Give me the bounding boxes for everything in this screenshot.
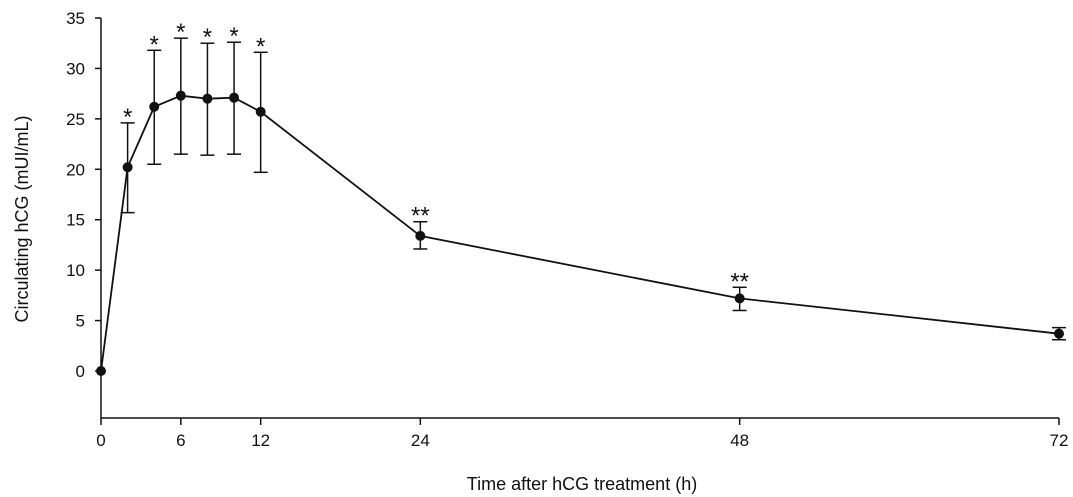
y-tick-label: 10 [66, 261, 85, 280]
y-tick-label: 35 [66, 9, 85, 28]
x-tick-label: 12 [251, 431, 270, 450]
y-tick-label: 25 [66, 110, 85, 129]
y-tick-label: 5 [76, 312, 85, 331]
x-tick-label: 48 [730, 431, 749, 450]
significance-marker: ** [411, 203, 430, 230]
significance-marker: ** [730, 268, 749, 295]
data-point [229, 92, 240, 103]
significance-marker: * [256, 33, 265, 60]
data-point [122, 162, 133, 173]
y-tick-label: 30 [66, 59, 85, 78]
x-tick-label: 6 [176, 431, 185, 450]
series-line-layer [100, 94, 1060, 372]
y-tick-label: 20 [66, 160, 85, 179]
significance-marker: * [150, 31, 159, 58]
data-points [96, 90, 1064, 376]
significance-marker: * [203, 24, 212, 51]
y-tick-label: 15 [66, 211, 85, 230]
data-point [255, 106, 266, 117]
x-axis-title: Time after hCG treatment (h) [467, 474, 697, 494]
significance-annotations: ** * * * ***** [123, 19, 749, 295]
significance-marker: * [229, 23, 238, 50]
x-tick-label: 72 [1050, 431, 1069, 450]
y-tick-label: 0 [76, 362, 85, 381]
data-point [1054, 328, 1064, 339]
data-point [175, 90, 186, 101]
x-tick-label: 24 [411, 431, 430, 450]
data-point [96, 366, 106, 376]
data-point [734, 293, 745, 304]
axes-layer: 0 5 10 15 20 25 30 35 0 6 12 24 48 72 [66, 9, 1068, 450]
error-bars [120, 37, 1066, 341]
y-axis-title: Circulating hCG (mUI/mL) [12, 115, 32, 322]
significance-marker: * [176, 19, 185, 46]
data-point [149, 101, 160, 112]
significance-marker: * [123, 104, 132, 131]
series-line [100, 94, 1060, 372]
data-point [202, 93, 213, 104]
data-point [415, 230, 426, 241]
x-tick-label: 0 [96, 431, 105, 450]
